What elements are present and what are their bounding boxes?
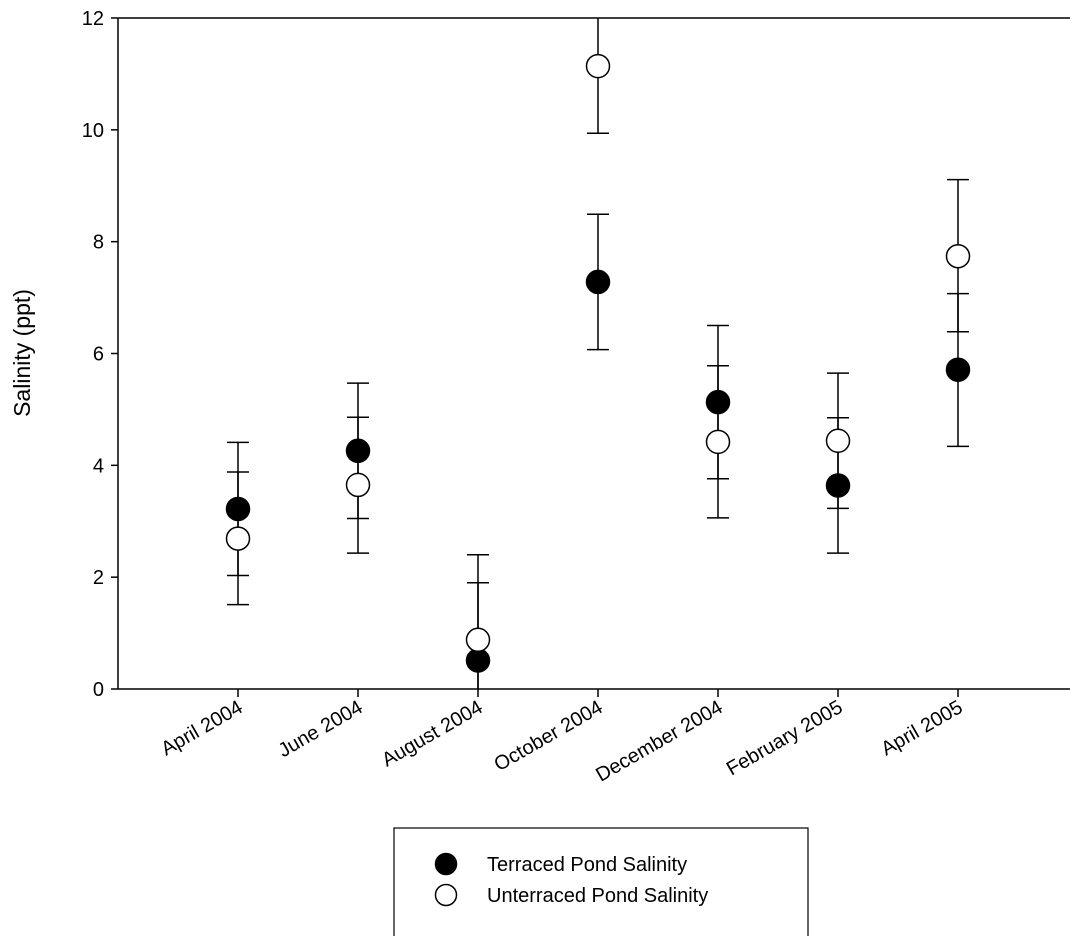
y-axis-title: Salinity (ppt)	[9, 289, 35, 417]
unterraced-point	[345, 472, 371, 498]
unterraced-point	[705, 429, 731, 455]
terraced-point	[345, 438, 371, 464]
x-tick-label: August 2004	[378, 696, 486, 771]
y-tick-label: 12	[82, 8, 104, 30]
legend-marker	[434, 852, 458, 876]
unterraced-point	[945, 243, 971, 269]
legend-label: Terraced Pond Salinity	[487, 854, 687, 876]
x-tick-label: December 2004	[592, 696, 726, 786]
unterraced-point	[585, 53, 611, 79]
terraced-point	[945, 357, 971, 382]
terraced-point	[825, 473, 851, 498]
x-axis-ticks: April 2004 June 2004 August 2004 October 20…	[158, 689, 967, 786]
x-tick-label: February 2005	[723, 696, 847, 780]
terraced-point	[705, 389, 731, 415]
data-points	[225, 53, 971, 673]
terraced-point	[225, 496, 251, 522]
legend-label: Unterraced Pond Salinity	[487, 885, 708, 907]
chart-axes	[117, 17, 1070, 690]
legend: Terraced Pond Salinity Unterraced Pond Sa…	[393, 827, 809, 936]
unterraced-point	[225, 526, 251, 551]
unterraced-point	[465, 627, 491, 653]
terraced-point	[585, 269, 611, 295]
terraced-point	[465, 648, 491, 673]
y-tick-label: 0	[93, 679, 104, 701]
error-bars	[227, 18, 969, 689]
legend-marker	[434, 883, 458, 907]
y-tick-label: 6	[93, 344, 104, 366]
y-tick-label: 10	[82, 120, 104, 142]
y-axis-ticks: 0 2 4 6 8 10 12	[82, 8, 118, 701]
y-tick-label: 2	[93, 567, 104, 589]
unterraced-point	[825, 428, 851, 453]
x-tick-label: June 2004	[275, 696, 367, 762]
x-tick-label: April 2004	[158, 696, 247, 760]
x-tick-label: October 2004	[491, 696, 607, 776]
legend-box	[393, 827, 809, 936]
y-tick-label: 8	[93, 232, 104, 254]
y-tick-label: 4	[93, 455, 104, 477]
x-tick-label: April 2005	[878, 696, 967, 760]
